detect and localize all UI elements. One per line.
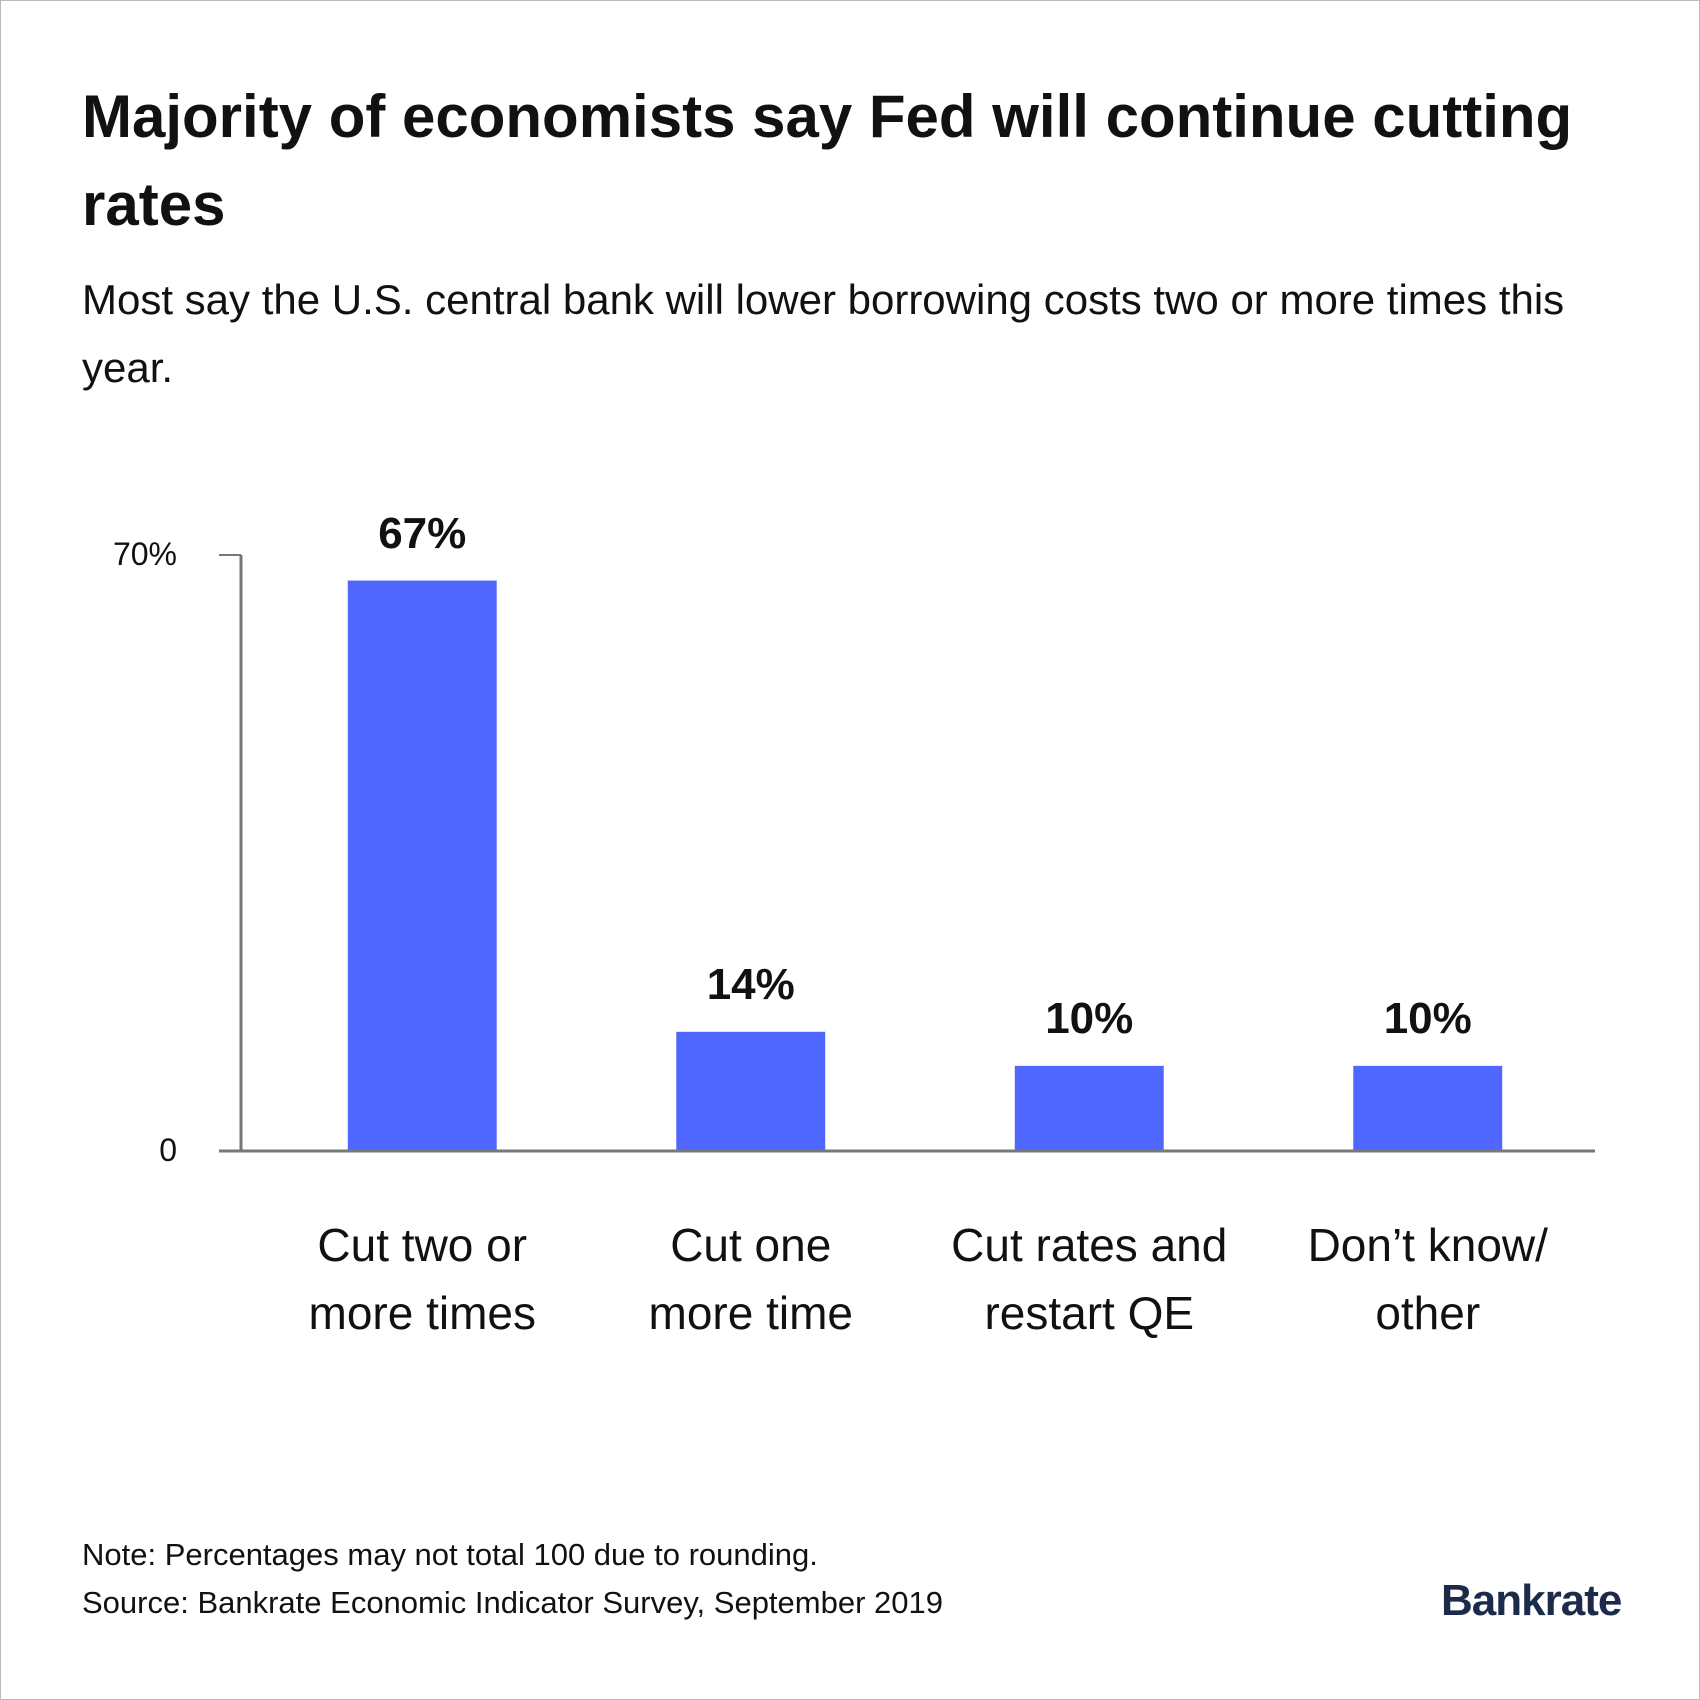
source: Source: Bankrate Economic Indicator Surv… [82, 1585, 943, 1620]
logo: Bankrate [1441, 1576, 1622, 1625]
chart-subtitle: Most say the U.S. central bank will lowe… [82, 276, 1565, 391]
y-tick-label: 0 [159, 1132, 177, 1168]
x-tick-label: Cut two or more times [308, 1219, 536, 1339]
bar [1353, 1065, 1503, 1151]
x-tick-label: Don’t know/ other [1307, 1219, 1548, 1339]
x-tick-label: Cut one more time [648, 1219, 853, 1339]
value-label: 14% [706, 959, 795, 1009]
value-label: 67% [378, 508, 467, 558]
note: Note: Percentages may not total 100 due … [82, 1537, 818, 1572]
value-label: 10% [1045, 993, 1134, 1043]
value-label: 10% [1383, 993, 1472, 1043]
chart-title: Majority of economists say Fed will cont… [82, 83, 1573, 238]
y-tick-label: 70% [112, 536, 177, 572]
bar [1014, 1065, 1164, 1151]
bar [676, 1031, 826, 1151]
bar [347, 580, 497, 1151]
x-tick-label: Cut rates and restart QE [951, 1219, 1228, 1339]
